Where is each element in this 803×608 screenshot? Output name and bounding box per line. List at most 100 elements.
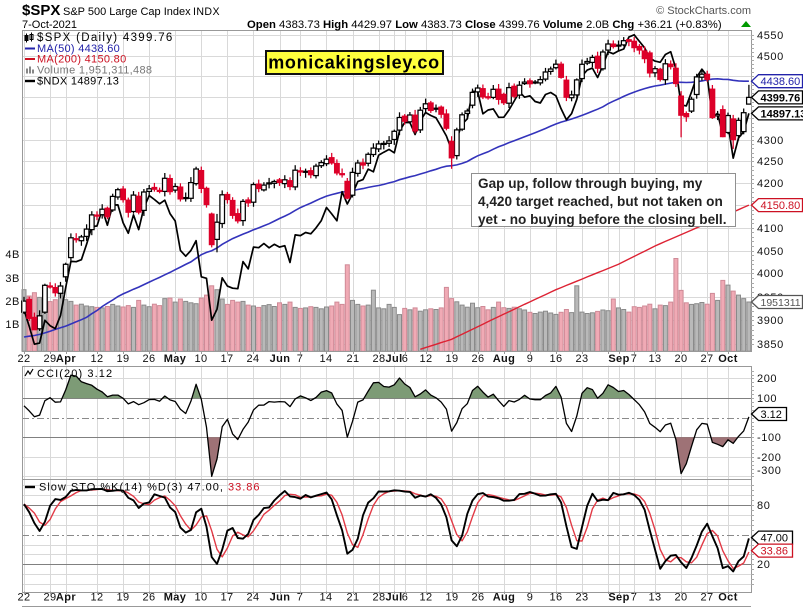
svg-text:14897.13: 14897.13 (761, 108, 803, 120)
svg-text:28: 28 (372, 592, 385, 604)
svg-text:Jun: Jun (270, 353, 291, 365)
svg-text:33.86: 33.86 (761, 546, 789, 558)
svg-text:Sep: Sep (608, 353, 629, 365)
svg-text:12: 12 (90, 592, 103, 604)
svg-text:26: 26 (471, 592, 484, 604)
svg-text:Gap up, follow through buying,: Gap up, follow through buying, my (478, 176, 703, 191)
svg-text:20: 20 (674, 592, 687, 604)
svg-text:19: 19 (445, 592, 458, 604)
svg-text:14: 14 (319, 592, 332, 604)
svg-text:4000: 4000 (757, 268, 784, 280)
svg-text:4550: 4550 (757, 30, 784, 42)
svg-text:6: 6 (402, 353, 409, 365)
svg-text:Jun: Jun (270, 592, 291, 604)
svg-text:Oct: Oct (718, 592, 738, 604)
svg-text:13: 13 (648, 592, 661, 604)
svg-text:-300: -300 (757, 465, 781, 477)
svg-text:19: 19 (116, 592, 129, 604)
svg-text:4B: 4B (5, 249, 20, 261)
svg-text:26: 26 (471, 353, 484, 365)
svg-text:3B: 3B (5, 273, 20, 285)
svg-text:4100: 4100 (757, 223, 784, 235)
svg-text:$NDX 14897.13: $NDX 14897.13 (37, 76, 119, 88)
svg-text:7: 7 (297, 353, 304, 365)
svg-text:22: 22 (17, 353, 30, 365)
svg-text:26: 26 (142, 592, 155, 604)
svg-text:20: 20 (674, 353, 687, 365)
svg-text:9: 9 (527, 592, 534, 604)
svg-text:29: 29 (43, 353, 56, 365)
svg-text:100: 100 (757, 393, 777, 405)
svg-text:4200: 4200 (757, 178, 784, 190)
svg-text:3.12: 3.12 (761, 409, 782, 421)
svg-text:3850: 3850 (757, 339, 784, 351)
svg-text:$SPX: $SPX (22, 2, 60, 19)
svg-text:4300: 4300 (757, 135, 784, 147)
svg-text:-200: -200 (757, 452, 781, 464)
svg-text:20: 20 (757, 559, 770, 571)
svg-text:16: 16 (549, 353, 562, 365)
svg-text:Aug: Aug (493, 353, 516, 365)
svg-text:12: 12 (419, 353, 432, 365)
svg-text:19: 19 (116, 353, 129, 365)
svg-text:29: 29 (43, 592, 56, 604)
svg-text:17: 17 (220, 592, 233, 604)
svg-text:2B: 2B (5, 296, 20, 308)
svg-text:47.00: 47.00 (761, 533, 789, 545)
svg-text:19: 19 (445, 353, 458, 365)
svg-text:monicakingsley.co: monicakingsley.co (268, 53, 440, 73)
svg-text:14: 14 (319, 353, 332, 365)
svg-text:Oct: Oct (718, 353, 738, 365)
svg-text:21: 21 (346, 592, 359, 604)
svg-text:23: 23 (575, 592, 588, 604)
svg-text:4150.80: 4150.80 (761, 200, 801, 212)
svg-text:INDX: INDX (193, 6, 220, 18)
svg-text:26: 26 (142, 353, 155, 365)
svg-text:9: 9 (527, 353, 534, 365)
svg-text:Apr: Apr (56, 592, 76, 604)
svg-text:© StockCharts.com: © StockCharts.com (656, 5, 751, 17)
svg-text:24: 24 (246, 353, 259, 365)
svg-text:1B: 1B (5, 319, 20, 331)
svg-text:21: 21 (346, 353, 359, 365)
svg-text:28: 28 (372, 353, 385, 365)
svg-text:Jul: Jul (385, 592, 402, 604)
svg-text:12: 12 (419, 592, 432, 604)
svg-text:May: May (164, 592, 187, 604)
svg-text:-100: -100 (757, 432, 781, 444)
svg-text:27: 27 (700, 353, 713, 365)
svg-text:13: 13 (648, 353, 661, 365)
svg-text:7: 7 (631, 592, 638, 604)
svg-text:27: 27 (700, 592, 713, 604)
svg-text:4,420 target reached, but not: 4,420 target reached, but not taken on (478, 194, 723, 209)
svg-text:80: 80 (757, 500, 770, 512)
svg-text:4500: 4500 (757, 51, 784, 63)
svg-text:Apr: Apr (56, 353, 76, 365)
svg-text:Jul: Jul (385, 353, 402, 365)
svg-text:4438.60: 4438.60 (761, 76, 801, 88)
svg-text:Sep: Sep (608, 592, 629, 604)
svg-text:23: 23 (575, 353, 588, 365)
svg-text:MA(50) 4438.60: MA(50) 4438.60 (37, 43, 120, 55)
svg-text:16: 16 (549, 592, 562, 604)
svg-text:CCI(20) 3.12: CCI(20) 3.12 (37, 368, 113, 380)
svg-text:4399.76: 4399.76 (761, 92, 801, 104)
svg-text:200: 200 (757, 373, 777, 385)
svg-text:7-Oct-2021: 7-Oct-2021 (22, 19, 77, 31)
svg-text:$SPX (Daily) 4399.76: $SPX (Daily) 4399.76 (37, 32, 174, 44)
svg-text:3900: 3900 (757, 315, 784, 327)
svg-text:May: May (164, 353, 187, 365)
svg-text:4050: 4050 (757, 246, 784, 258)
svg-text:22: 22 (17, 592, 30, 604)
svg-text:Volume 1,951,311,488: Volume 1,951,311,488 (37, 65, 152, 77)
svg-text:7: 7 (631, 353, 638, 365)
svg-text:MA(200) 4150.80: MA(200) 4150.80 (37, 54, 127, 66)
svg-text:7: 7 (297, 592, 304, 604)
svg-text:Open 4383.73 High 4429.97 Lo: Open 4383.73 High 4429.97 Low 4383.73 Cl… (247, 19, 722, 31)
svg-text:10: 10 (194, 592, 207, 604)
svg-text:24: 24 (246, 592, 259, 604)
svg-text:6: 6 (402, 592, 409, 604)
svg-text:4250: 4250 (757, 156, 784, 168)
svg-text:12: 12 (90, 353, 103, 365)
svg-text:Slow STO %K(14) %D(3) 47.00, 3: Slow STO %K(14) %D(3) 47.00, 33.86 (39, 482, 261, 494)
